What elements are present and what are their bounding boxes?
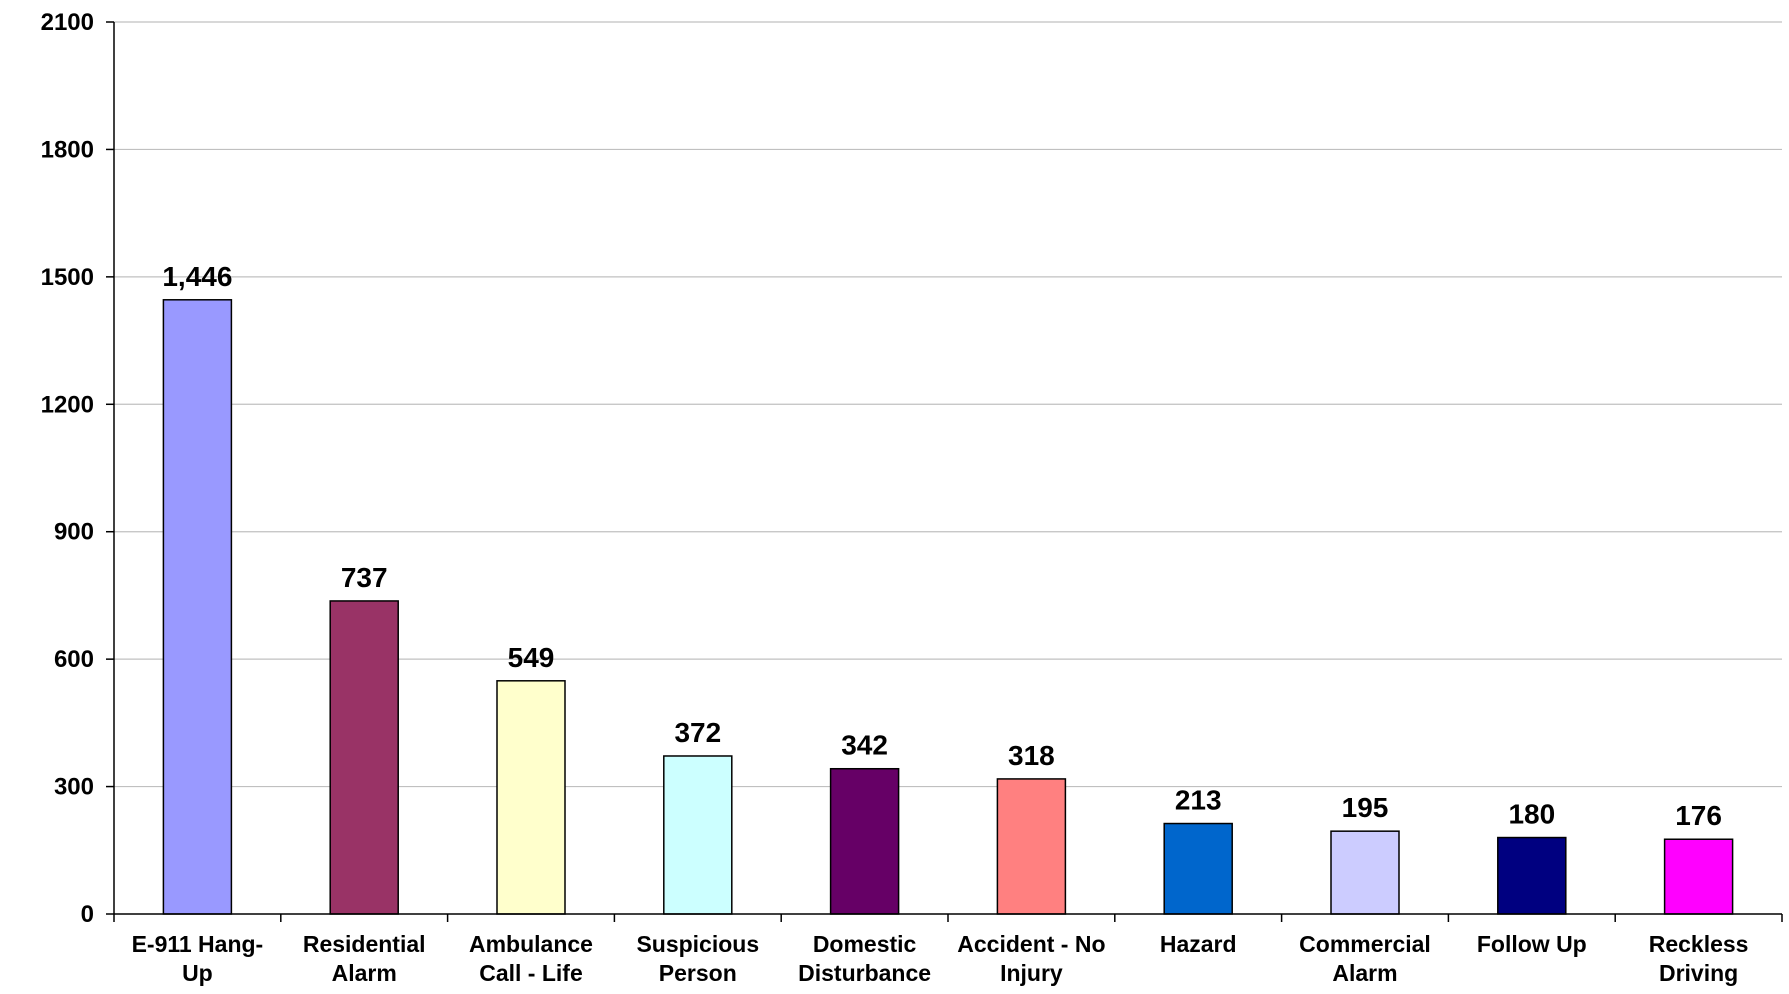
x-tick-label: Domestic [813, 931, 917, 957]
bar [329, 600, 399, 915]
data-label: 213 [1175, 785, 1222, 816]
bar [1497, 836, 1567, 915]
x-tick-label: Person [659, 960, 737, 986]
x-tick-label: Suspicious [636, 931, 759, 957]
x-tick-label: Driving [1659, 960, 1738, 986]
bar [1163, 822, 1233, 915]
data-label: 549 [508, 642, 555, 673]
y-tick-label: 1500 [41, 264, 94, 291]
data-label: 195 [1342, 792, 1389, 823]
y-tick-label: 900 [54, 519, 94, 546]
x-tick-label: Reckless [1649, 931, 1749, 957]
y-tick-label: 600 [54, 646, 94, 673]
data-label: 180 [1508, 799, 1555, 830]
x-tick-label: Commercial [1299, 931, 1431, 957]
data-label: 318 [1008, 740, 1055, 771]
bar [996, 778, 1067, 915]
bar [663, 755, 733, 915]
y-tick-label: 0 [81, 901, 94, 928]
y-tick-label: 1200 [41, 391, 94, 418]
y-tick-label: 2100 [41, 9, 94, 36]
x-tick-label: Hazard [1160, 931, 1237, 957]
axes [106, 21, 1783, 922]
y-tick-label: 300 [54, 774, 94, 801]
bar [1663, 838, 1734, 915]
x-tick-label: Call - Life [479, 960, 583, 986]
data-label: 372 [674, 717, 721, 748]
x-tick-label: Residential [303, 931, 426, 957]
x-tick-label: Alarm [1332, 960, 1397, 986]
bars [162, 299, 1734, 915]
bar [162, 299, 233, 915]
bar [496, 680, 566, 915]
data-label: 1,446 [162, 261, 232, 292]
x-tick-label: Ambulance [469, 931, 593, 957]
x-tick-label: Up [182, 960, 213, 986]
x-tick-label: Alarm [332, 960, 397, 986]
bar [829, 767, 900, 915]
x-tick-label: E-911 Hang- [132, 931, 264, 957]
x-tick-label: Injury [1000, 960, 1063, 986]
x-tick-label: Disturbance [798, 960, 931, 986]
data-label: 737 [341, 562, 388, 593]
bar [1330, 830, 1400, 915]
data-label: 176 [1675, 800, 1722, 831]
labels: 0 300 600 900 1200 1500 1800 2100 1,446 E-911 Han… [41, 9, 1749, 986]
x-tick-label: Follow Up [1477, 931, 1587, 957]
x-tick-label: Accident - No [957, 931, 1105, 957]
y-tick-label: 1800 [41, 136, 94, 163]
data-label: 342 [841, 730, 888, 761]
